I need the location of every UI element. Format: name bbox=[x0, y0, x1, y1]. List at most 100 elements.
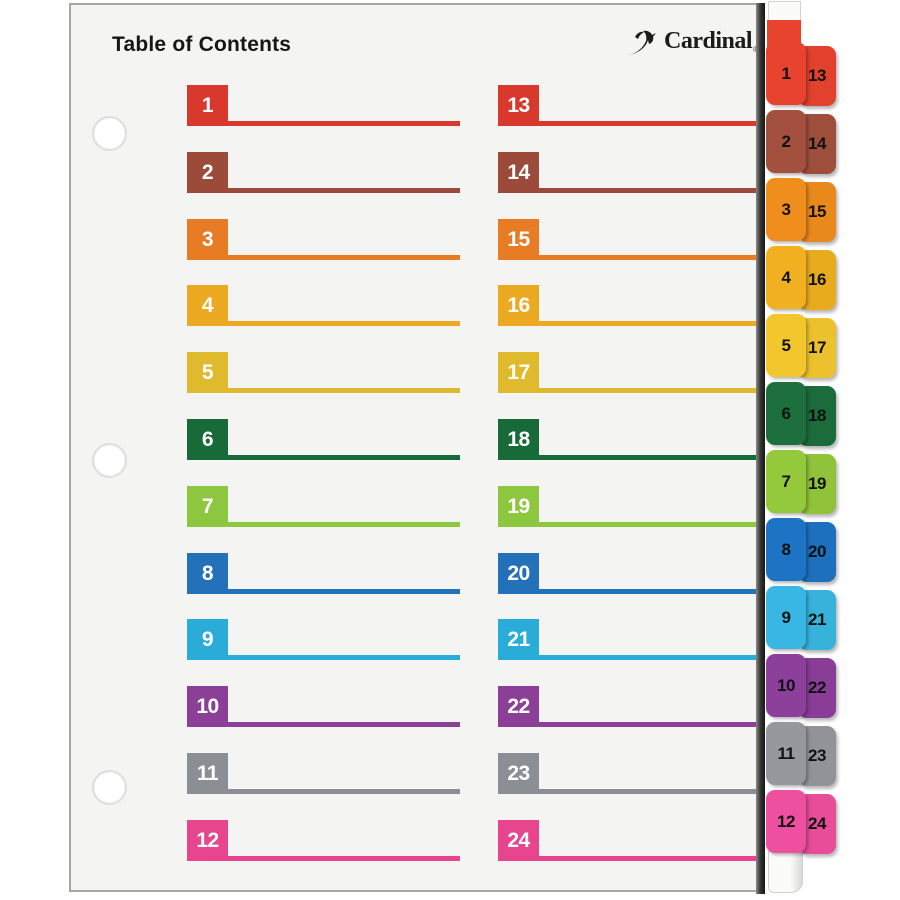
toc-row: 3 bbox=[187, 219, 460, 260]
index-tab-back: 24 bbox=[798, 794, 836, 854]
binder-hole bbox=[92, 116, 127, 151]
index-tab-pair: 14 2 bbox=[766, 110, 838, 174]
toc-number: 13 bbox=[507, 93, 530, 117]
toc-row: 1 bbox=[187, 85, 460, 126]
toc-row: 23 bbox=[498, 753, 759, 794]
index-tab-front: 5 bbox=[766, 314, 806, 377]
toc-number-box: 15 bbox=[498, 219, 539, 260]
cardinal-bird-icon bbox=[629, 30, 656, 55]
toc-number: 4 bbox=[201, 293, 214, 317]
toc-row: 13 bbox=[498, 85, 759, 126]
index-tab-back: 21 bbox=[798, 590, 836, 650]
index-tab-pair: 19 7 bbox=[766, 450, 838, 514]
toc-row: 21 bbox=[498, 619, 759, 660]
index-tab-front: 4 bbox=[766, 246, 806, 309]
toc-number: 9 bbox=[201, 627, 214, 651]
index-tab-pair: 13 1 bbox=[766, 42, 838, 106]
index-tab-front: 7 bbox=[766, 450, 806, 513]
toc-number: 23 bbox=[507, 761, 530, 785]
toc-number-box: 2 bbox=[187, 152, 228, 193]
index-tab-back: 23 bbox=[798, 726, 836, 786]
toc-row: 20 bbox=[498, 553, 759, 594]
tab-back-number: 22 bbox=[808, 678, 826, 697]
tab-front-number: 7 bbox=[781, 471, 791, 491]
toc-number-box: 9 bbox=[187, 619, 228, 660]
toc-divider-page: Table of Contents Cardinal ® 1 2 3 4 bbox=[69, 3, 765, 894]
index-tab-back: 17 bbox=[798, 318, 836, 378]
tab-front-number: 3 bbox=[781, 199, 791, 219]
toc-number: 6 bbox=[201, 427, 214, 451]
toc-row: 18 bbox=[498, 419, 759, 460]
toc-rule-line bbox=[498, 321, 759, 326]
tab-back-number: 13 bbox=[808, 66, 826, 85]
toc-rule-line bbox=[187, 522, 460, 527]
toc-column-left: 1 2 3 4 5 6 7 bbox=[187, 5, 460, 890]
toc-number-box: 12 bbox=[187, 820, 228, 861]
toc-number-box: 11 bbox=[187, 753, 228, 794]
toc-rule-line bbox=[187, 455, 460, 460]
index-tab-front: 1 bbox=[766, 42, 806, 105]
toc-rule-line bbox=[187, 722, 460, 727]
toc-number-box: 14 bbox=[498, 152, 539, 193]
toc-rule-line bbox=[498, 789, 759, 794]
toc-number-box: 18 bbox=[498, 419, 539, 460]
toc-row: 16 bbox=[498, 285, 759, 326]
toc-rule-line bbox=[498, 388, 759, 393]
tab-back-number: 24 bbox=[808, 814, 826, 833]
page-binding-edge bbox=[756, 3, 765, 894]
index-tab-front: 11 bbox=[766, 722, 806, 785]
toc-number-box: 24 bbox=[498, 820, 539, 861]
toc-number: 21 bbox=[507, 627, 530, 651]
tab-back-number: 23 bbox=[808, 746, 826, 765]
index-tab-back: 20 bbox=[798, 522, 836, 582]
tab-back-number: 16 bbox=[808, 270, 826, 289]
tab-back-number: 20 bbox=[808, 542, 826, 561]
tab-front-number: 9 bbox=[781, 607, 791, 627]
toc-number: 7 bbox=[201, 494, 214, 518]
toc-row: 5 bbox=[187, 352, 460, 393]
toc-number-box: 17 bbox=[498, 352, 539, 393]
index-tab-back: 16 bbox=[798, 250, 836, 310]
tab-front-number: 11 bbox=[777, 743, 795, 763]
index-tab-pair: 21 9 bbox=[766, 586, 838, 650]
index-tab-front: 10 bbox=[766, 654, 806, 717]
toc-rule-line bbox=[498, 655, 759, 660]
index-tab-front: 12 bbox=[766, 790, 806, 853]
tab-front-number: 8 bbox=[781, 539, 791, 559]
toc-number: 24 bbox=[507, 828, 530, 852]
toc-number-box: 21 bbox=[498, 619, 539, 660]
binder-hole bbox=[92, 770, 127, 805]
toc-number: 11 bbox=[196, 761, 219, 785]
index-tab-pair: 20 8 bbox=[766, 518, 838, 582]
toc-number-box: 23 bbox=[498, 753, 539, 794]
index-tab-front: 2 bbox=[766, 110, 806, 173]
toc-row: 22 bbox=[498, 686, 759, 727]
toc-row: 14 bbox=[498, 152, 759, 193]
toc-row: 15 bbox=[498, 219, 759, 260]
tab-front-number: 4 bbox=[781, 267, 791, 287]
sheet-edge-top bbox=[768, 1, 801, 29]
tab-front-number: 6 bbox=[781, 403, 791, 423]
toc-rule-line bbox=[498, 188, 759, 193]
index-tab-front: 8 bbox=[766, 518, 806, 581]
index-tab-back: 14 bbox=[798, 114, 836, 174]
registered-mark: ® bbox=[753, 45, 759, 54]
toc-number-box: 6 bbox=[187, 419, 228, 460]
toc-number-box: 3 bbox=[187, 219, 228, 260]
toc-number-box: 4 bbox=[187, 285, 228, 326]
index-tab-front: 6 bbox=[766, 382, 806, 445]
toc-number: 18 bbox=[507, 427, 530, 451]
binder-hole bbox=[92, 443, 127, 478]
tab-back-number: 15 bbox=[808, 202, 826, 221]
toc-rule-line bbox=[187, 789, 460, 794]
toc-row: 19 bbox=[498, 486, 759, 527]
index-tab-front: 9 bbox=[766, 586, 806, 649]
toc-row: 2 bbox=[187, 152, 460, 193]
toc-rule-line bbox=[187, 321, 460, 326]
toc-rule-line bbox=[498, 255, 759, 260]
index-tab-pair: 15 3 bbox=[766, 178, 838, 242]
tab-back-number: 14 bbox=[808, 134, 826, 153]
toc-number: 20 bbox=[507, 561, 530, 585]
brand-name-text: Cardinal bbox=[664, 28, 753, 54]
tab-back-number: 21 bbox=[808, 610, 826, 629]
